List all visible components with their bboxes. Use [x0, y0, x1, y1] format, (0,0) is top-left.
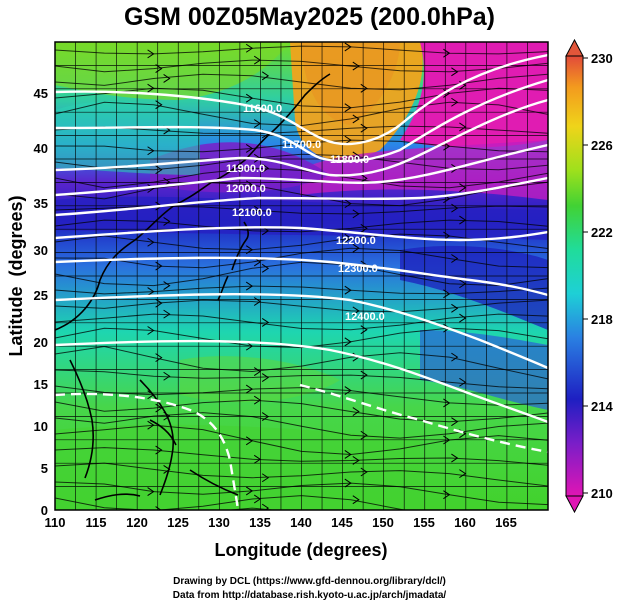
y-tick-label: 40	[34, 141, 48, 156]
x-tick-label: 160	[454, 515, 476, 530]
height-contours	[55, 53, 548, 510]
y-tick-label: 10	[34, 419, 48, 434]
credit-drawing: Drawing by DCL (https://www.gfd-dennou.o…	[173, 576, 446, 587]
x-axis: 110 115 120 125 130 135 140 145 150 155 …	[45, 515, 517, 530]
x-tick-label: 140	[290, 515, 312, 530]
contour-label: 12300.0	[338, 263, 378, 275]
x-tick-label: 120	[126, 515, 148, 530]
y-tick-label: 25	[34, 288, 48, 303]
x-tick-label: 135	[249, 515, 271, 530]
colorbar: 230 226 222 218 214 210	[565, 38, 613, 514]
x-tick-label: 150	[372, 515, 394, 530]
x-tick-label: 130	[208, 515, 230, 530]
contour-label-group: 11600.0 11700.0 11800.0 11900.0 12000.0 …	[226, 103, 385, 323]
colorbar-tick-label: 210	[591, 486, 613, 501]
colorbar-min-arrow	[565, 495, 584, 514]
y-axis: 0 5 10 15 20 25 30 35 40 45	[34, 86, 48, 518]
x-tick-label: 165	[495, 515, 517, 530]
y-axis-label: Latitude (degrees)	[6, 195, 26, 356]
x-axis-label: Longitude (degrees)	[214, 540, 387, 560]
contour-label: 11800.0	[330, 154, 369, 166]
y-tick-label: 45	[34, 86, 48, 101]
contour-label: 12000.0	[226, 183, 266, 195]
contour-label: 12100.0	[232, 207, 272, 219]
map-grid	[55, 42, 548, 510]
y-tick-label: 35	[34, 196, 48, 211]
y-tick-label: 5	[41, 461, 48, 476]
y-tick-label: 15	[34, 377, 48, 392]
x-tick-label: 115	[86, 515, 107, 530]
contour-label: 12200.0	[336, 235, 376, 247]
x-tick-label: 110	[45, 515, 66, 530]
contour-label: 11700.0	[282, 139, 321, 151]
y-tick-label: 0	[41, 503, 48, 518]
contour-label: 11600.0	[243, 103, 282, 115]
map-title: GSM 00Z05May2025 (200.0hPa)	[123, 3, 496, 31]
plot-area: 11600.0 11700.0 11800.0 11900.0 12000.0 …	[55, 42, 548, 510]
colorbar-max-arrow	[565, 38, 584, 57]
contour-label: 12400.0	[345, 311, 385, 323]
colorbar-gradient	[565, 55, 584, 497]
y-tick-label: 30	[34, 243, 48, 258]
contour-label: 11900.0	[226, 163, 265, 175]
x-tick-label: 125	[167, 515, 189, 530]
colorbar-tick-label: 230	[591, 51, 613, 66]
y-tick-label: 20	[34, 335, 48, 350]
plot-frame	[54, 41, 549, 511]
x-tick-label: 155	[413, 515, 435, 530]
credit-data-source: Data from http://database.rish.kyoto-u.a…	[172, 590, 447, 601]
colorbar-tick-label: 226	[591, 138, 613, 153]
colorbar-tick-label: 214	[591, 399, 613, 414]
colorbar-tick-label: 218	[591, 312, 613, 327]
wind-streamlines	[55, 42, 548, 510]
colorbar-tick-label: 222	[591, 225, 613, 240]
x-tick-label: 145	[331, 515, 353, 530]
